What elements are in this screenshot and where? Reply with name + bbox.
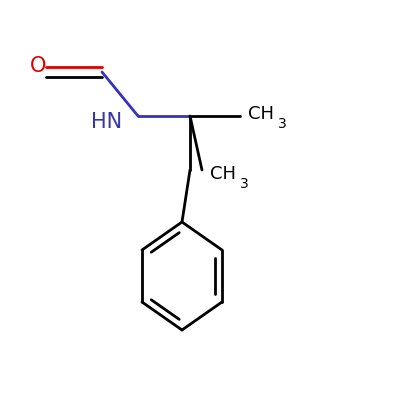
Text: O: O [30, 56, 46, 76]
Text: HN: HN [91, 112, 122, 132]
Text: 3: 3 [278, 117, 287, 131]
Text: 3: 3 [240, 177, 249, 191]
Text: CH: CH [248, 105, 274, 123]
Text: CH: CH [210, 165, 236, 183]
